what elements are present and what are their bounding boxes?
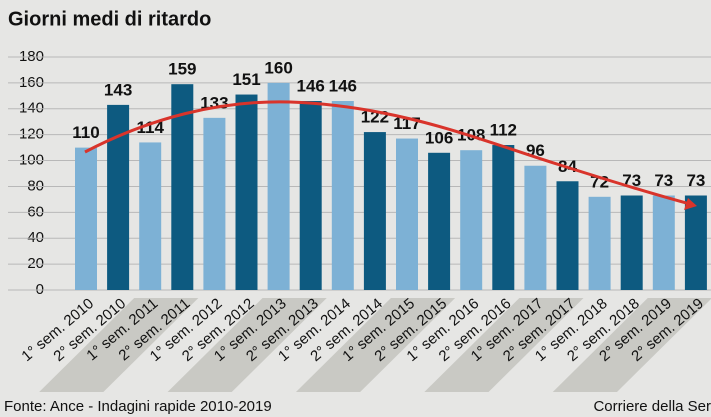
y-tick-label: 180 xyxy=(19,48,44,65)
y-tick-label: 0 xyxy=(36,281,44,298)
bar xyxy=(556,181,579,290)
bar xyxy=(620,195,643,290)
trend-arrow xyxy=(84,100,691,206)
y-tick-label: 160 xyxy=(19,74,44,91)
bar xyxy=(396,138,418,290)
bar xyxy=(107,104,130,291)
y-tick-label: 80 xyxy=(27,177,44,194)
bar xyxy=(171,84,194,290)
chart-title: Giorni medi di ritardo xyxy=(8,8,211,30)
value-label: 143 xyxy=(104,80,132,99)
bar xyxy=(524,165,547,290)
value-label: 151 xyxy=(232,70,260,89)
label-band xyxy=(39,298,199,392)
bar xyxy=(139,142,162,290)
y-tick-label: 100 xyxy=(19,152,44,169)
value-label: 112 xyxy=(490,121,517,140)
value-label: 146 xyxy=(297,76,325,95)
value-label: 160 xyxy=(264,58,292,77)
label-band xyxy=(424,298,584,392)
bar xyxy=(299,101,322,290)
label-band xyxy=(167,298,327,392)
credit: Corriere della Ser xyxy=(593,398,711,415)
bar xyxy=(460,150,483,290)
bar xyxy=(588,196,611,290)
value-label: 73 xyxy=(686,171,705,190)
y-tick-label: 140 xyxy=(19,100,44,117)
value-label: 159 xyxy=(168,60,196,79)
value-label: 110 xyxy=(72,123,99,142)
bar xyxy=(652,195,675,290)
bar xyxy=(235,94,258,291)
bar xyxy=(75,147,97,290)
value-label: 106 xyxy=(425,128,453,147)
bar xyxy=(363,132,386,290)
y-tick-label: 120 xyxy=(19,126,44,143)
label-bands xyxy=(39,298,711,392)
value-label: 146 xyxy=(329,76,357,95)
y-tick-label: 60 xyxy=(27,203,44,220)
bar xyxy=(684,195,707,290)
arrow-head xyxy=(684,198,697,210)
y-tick-label: 20 xyxy=(27,255,44,272)
source: Fonte: Ance - Indagini rapide 2010-2019 xyxy=(4,398,272,415)
bar xyxy=(203,117,226,290)
label-band xyxy=(295,298,456,392)
y-tick-label: 40 xyxy=(27,229,44,246)
value-label: 73 xyxy=(654,171,673,190)
label-band xyxy=(552,298,711,392)
bar xyxy=(428,152,451,290)
bar xyxy=(331,101,354,290)
bar xyxy=(492,145,515,290)
bar xyxy=(267,82,290,290)
